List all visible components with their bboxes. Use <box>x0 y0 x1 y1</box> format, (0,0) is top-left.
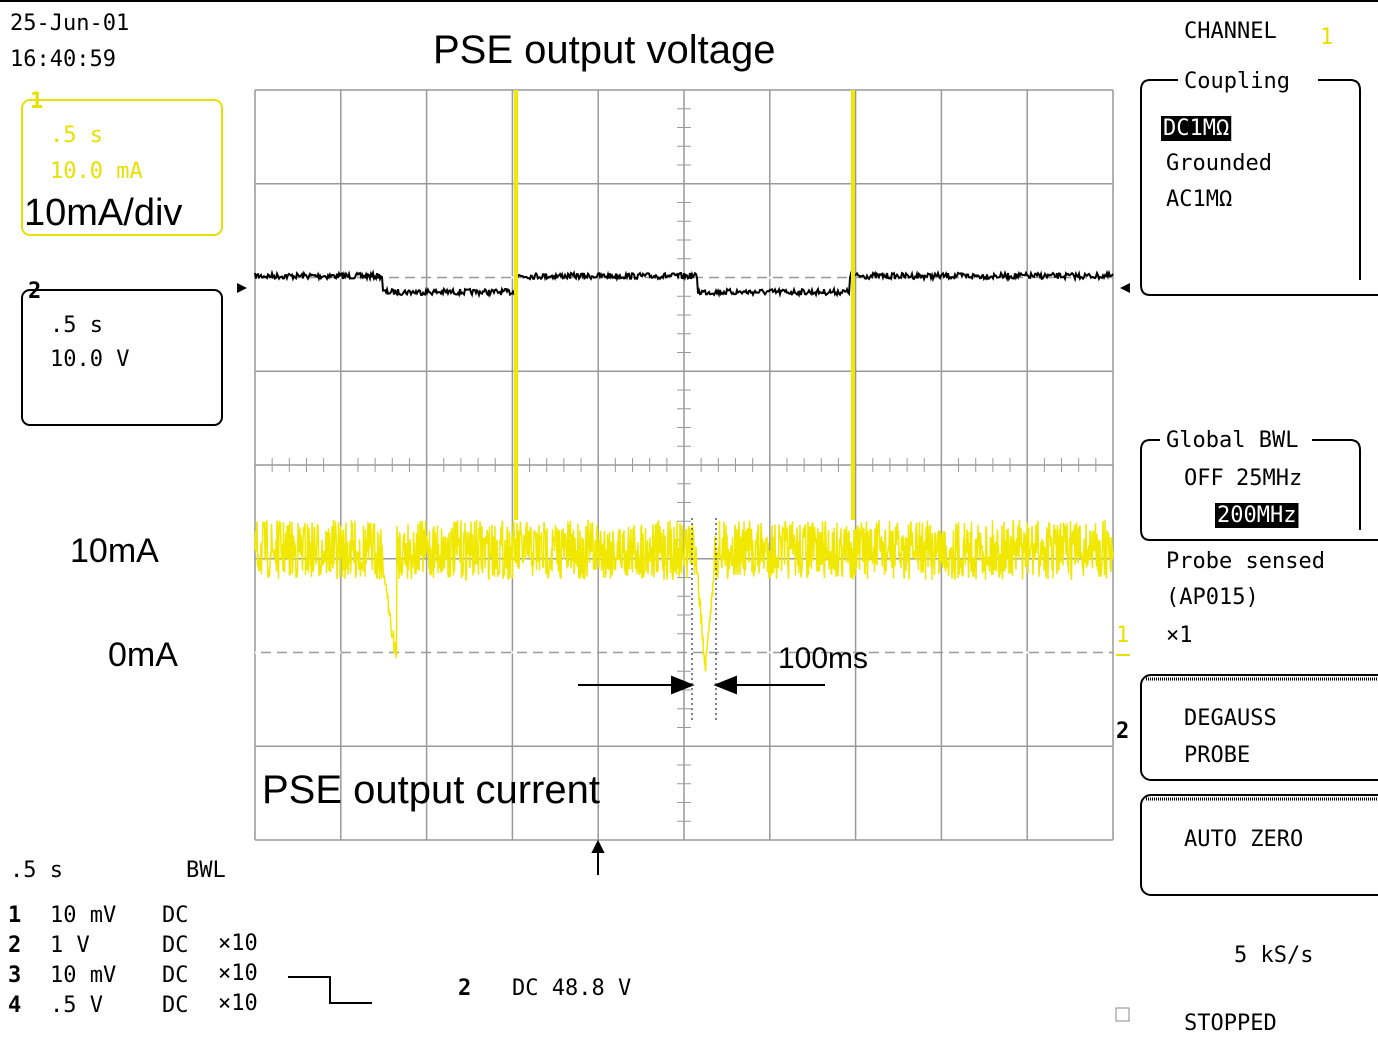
auto-zero-label[interactable]: AUTO ZERO <box>1184 827 1303 852</box>
channel-scale: 1 V <box>50 933 90 958</box>
coupling-option[interactable]: DC1MΩ <box>1163 116 1229 141</box>
gain-channel: 1 <box>1116 623 1129 648</box>
degauss-channel: 2 <box>1116 719 1129 744</box>
trigger-channel: 2 <box>458 976 471 1001</box>
channel-number: 4 <box>8 993 21 1018</box>
current-spike <box>851 90 855 520</box>
title: PSE output voltage <box>433 28 775 72</box>
probe-sensed: Probe sensed <box>1166 549 1325 574</box>
probe-factor: ×10 <box>218 991 258 1016</box>
channel-coupling: DC <box>162 993 189 1018</box>
coupling-option[interactable]: AC1MΩ <box>1166 187 1232 212</box>
channel-scale: .5 V <box>50 993 103 1018</box>
channel-coupling: DC <box>162 963 189 988</box>
date: 25-Jun-01 <box>10 11 129 36</box>
current-spike <box>514 90 518 520</box>
trace-2-timebase: .5 s <box>50 313 103 338</box>
sample-rate: 5 kS/s <box>1234 943 1313 968</box>
probe-model: (AP015) <box>1166 585 1259 610</box>
channel-number: 3 <box>8 963 21 988</box>
degauss-label[interactable]: PROBE <box>1184 743 1250 768</box>
scale-note: 10mA/div <box>24 192 182 234</box>
degauss-label[interactable]: DEGAUSS <box>1184 706 1277 731</box>
trace-1-scale: 10.0 mA <box>50 159 143 184</box>
channel-number: 1 <box>8 903 21 928</box>
acquisition-state: STOPPED <box>1184 1011 1277 1036</box>
scope-screen: 25-Jun-01 16:40:59 PSE output voltage 1 … <box>0 0 1378 1037</box>
coupling-title: Coupling <box>1184 69 1290 94</box>
current-label: PSE output current <box>262 768 600 812</box>
channel-number: 2 <box>8 933 21 958</box>
channel-label: CHANNEL <box>1184 19 1277 44</box>
status-bwl: BWL <box>186 858 226 883</box>
time: 16:40:59 <box>10 47 116 72</box>
bwl-option[interactable]: 25MHz <box>1236 466 1302 491</box>
status-timebase: .5 s <box>10 858 63 883</box>
page: 25-Jun-01 16:40:59 PSE output voltage 1 … <box>0 0 1378 1037</box>
probe-factor: ×10 <box>218 931 258 956</box>
trace-2-label: 2 <box>28 279 41 304</box>
probe-factor: ×10 <box>218 961 258 986</box>
level-low: 0mA <box>108 636 178 674</box>
trigger-level: DC 48.8 V <box>512 976 631 1001</box>
channel-scale: 10 mV <box>50 963 116 988</box>
trace-1-timebase: .5 s <box>50 123 103 148</box>
trace-1-label: 1 <box>30 89 43 114</box>
channel-coupling: DC <box>162 933 189 958</box>
bwl-option[interactable]: 200MHz <box>1217 503 1296 528</box>
trace-2-scale: 10.0 V <box>50 347 129 372</box>
bwl-title: Global BWL <box>1166 428 1298 453</box>
coupling-option[interactable]: Grounded <box>1166 151 1272 176</box>
channel-scale: 10 mV <box>50 903 116 928</box>
bwl-option[interactable]: OFF <box>1184 466 1224 491</box>
channel-coupling: DC <box>162 903 189 928</box>
probe-gain: ×1 <box>1166 623 1193 648</box>
pulse-width: 100ms <box>778 642 868 675</box>
channel-number: 1 <box>1320 25 1333 50</box>
level-high: 10mA <box>70 532 159 570</box>
